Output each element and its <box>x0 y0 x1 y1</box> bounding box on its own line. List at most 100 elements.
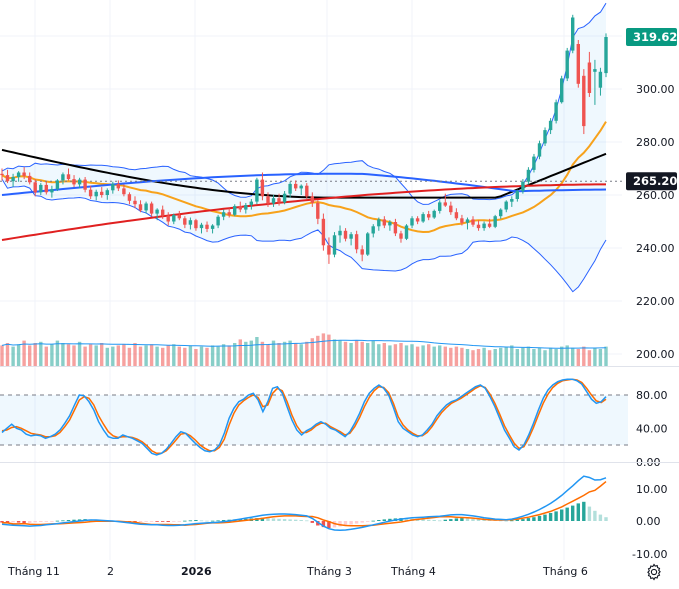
candle[interactable] <box>454 208 459 221</box>
candle[interactable] <box>55 179 60 192</box>
candle[interactable] <box>105 188 109 200</box>
candle[interactable] <box>460 214 464 226</box>
candle[interactable] <box>404 224 409 241</box>
candle[interactable] <box>238 201 242 213</box>
candle[interactable] <box>338 225 342 243</box>
candle[interactable] <box>255 177 259 205</box>
candle[interactable] <box>543 127 547 146</box>
candle[interactable] <box>260 172 265 201</box>
candle[interactable] <box>83 176 87 193</box>
candle[interactable] <box>149 201 154 217</box>
candle[interactable] <box>116 180 120 192</box>
candle[interactable] <box>111 181 115 194</box>
candle[interactable] <box>438 200 442 214</box>
candle[interactable] <box>388 220 392 231</box>
candle[interactable] <box>61 172 65 185</box>
price-pane[interactable] <box>0 2 622 293</box>
candle[interactable] <box>598 67 603 96</box>
candle[interactable] <box>321 213 326 251</box>
candle[interactable] <box>5 169 10 184</box>
candle[interactable] <box>582 69 586 135</box>
candle[interactable] <box>532 153 536 173</box>
candle[interactable] <box>88 185 93 199</box>
candle[interactable] <box>393 218 398 237</box>
candle[interactable] <box>221 209 226 221</box>
candle[interactable] <box>576 39 580 88</box>
candle[interactable] <box>499 208 503 219</box>
candle[interactable] <box>28 172 32 185</box>
stochastic-pane[interactable] <box>0 378 628 456</box>
candle[interactable] <box>127 192 132 205</box>
candle[interactable] <box>33 179 37 197</box>
candle[interactable] <box>343 228 348 242</box>
candle[interactable] <box>271 195 276 207</box>
candle[interactable] <box>382 216 386 229</box>
candle[interactable] <box>227 208 231 218</box>
candle[interactable] <box>294 180 298 192</box>
candle[interactable] <box>593 59 597 105</box>
candle[interactable] <box>554 99 558 124</box>
candle[interactable] <box>515 189 519 202</box>
candle[interactable] <box>332 232 337 258</box>
gear-icon[interactable] <box>645 563 663 581</box>
candle[interactable] <box>465 217 470 230</box>
candle[interactable] <box>77 177 82 189</box>
candle[interactable] <box>199 222 204 234</box>
candle[interactable] <box>100 187 104 198</box>
candle[interactable] <box>22 167 26 180</box>
candle[interactable] <box>327 237 331 264</box>
candle[interactable] <box>565 47 569 82</box>
candle[interactable] <box>476 220 481 231</box>
candle[interactable] <box>366 232 370 256</box>
candle[interactable] <box>443 193 447 207</box>
candle[interactable] <box>216 214 220 229</box>
candle[interactable] <box>349 232 353 246</box>
candle[interactable] <box>487 218 492 229</box>
candle[interactable] <box>432 209 436 219</box>
candle[interactable] <box>415 216 420 225</box>
candle[interactable] <box>144 201 148 214</box>
candle[interactable] <box>233 204 237 217</box>
candle[interactable] <box>133 196 137 209</box>
candle[interactable] <box>526 167 531 185</box>
candle[interactable] <box>493 214 497 229</box>
candle[interactable] <box>371 224 375 238</box>
candle[interactable] <box>305 183 309 199</box>
candle[interactable] <box>194 218 198 231</box>
candle[interactable] <box>244 202 248 214</box>
candle[interactable] <box>72 175 76 188</box>
candle[interactable] <box>299 184 303 195</box>
candle[interactable] <box>282 191 287 205</box>
candle[interactable] <box>587 51 592 97</box>
macd-pane[interactable] <box>0 475 608 532</box>
candle[interactable] <box>188 217 193 230</box>
candle[interactable] <box>377 217 381 231</box>
candle[interactable] <box>155 208 159 221</box>
candle[interactable] <box>94 189 98 201</box>
candle[interactable] <box>354 230 359 254</box>
candle[interactable] <box>166 212 170 226</box>
candle[interactable] <box>183 216 187 229</box>
candle[interactable] <box>560 75 564 104</box>
candle[interactable] <box>161 205 165 219</box>
candle[interactable] <box>604 33 608 78</box>
candle[interactable] <box>471 216 475 227</box>
candle[interactable] <box>510 196 514 207</box>
candle[interactable] <box>172 213 176 225</box>
candle[interactable] <box>316 200 320 225</box>
candle[interactable] <box>44 181 48 195</box>
candle[interactable] <box>482 221 486 231</box>
candle[interactable] <box>11 173 15 188</box>
candle[interactable] <box>521 179 525 194</box>
candle[interactable] <box>410 216 414 229</box>
candle[interactable] <box>399 230 403 243</box>
candle[interactable] <box>138 200 143 213</box>
candle[interactable] <box>39 183 43 195</box>
candle[interactable] <box>122 184 126 197</box>
candle[interactable] <box>205 221 209 233</box>
candle[interactable] <box>360 245 364 262</box>
candle[interactable] <box>537 140 542 160</box>
candle[interactable] <box>66 168 71 181</box>
candle[interactable] <box>50 185 54 198</box>
